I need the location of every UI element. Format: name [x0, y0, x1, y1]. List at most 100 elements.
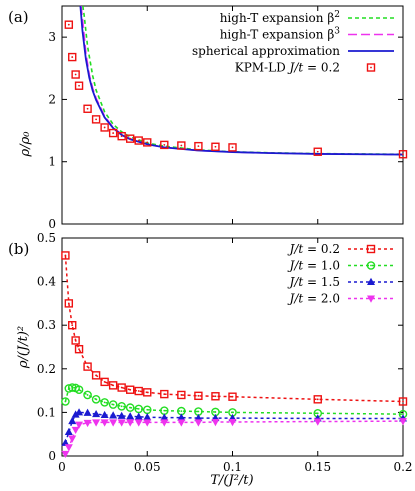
- b-ytick-label: 0.3: [37, 318, 56, 332]
- panel-a-label: (a): [8, 8, 29, 26]
- data-point-magenta: [61, 450, 70, 459]
- data-point-green-dot: [180, 410, 183, 412]
- data-point-red: [64, 299, 74, 308]
- data-point-kpm: [91, 115, 101, 124]
- legend-b-marker: [367, 277, 375, 285]
- data-point-green: [61, 397, 70, 406]
- b-ytick-label: 0: [48, 449, 56, 463]
- data-point-red: [68, 321, 77, 330]
- data-point-green-dot: [197, 410, 200, 413]
- data-point-blue: [71, 410, 80, 418]
- a-ytick-label: 3: [48, 30, 56, 44]
- data-point-green: [91, 395, 101, 404]
- data-point-kpm: [83, 104, 92, 113]
- legend-a-0-text: high-T expansion β2: [220, 10, 340, 25]
- panel-a: (a) ρ/ρ₀ 0 1 2 3 high-T expansion β2 high-T …: [8, 5, 408, 231]
- data-point-blue: [194, 413, 203, 422]
- data-point-red-dot: [316, 398, 319, 401]
- data-point-kpm-dot: [137, 139, 140, 142]
- data-point-kpm-dot: [316, 150, 319, 153]
- data-point-green: [134, 404, 144, 414]
- data-point-kpm: [313, 147, 322, 156]
- data-point-green-dot: [137, 408, 140, 410]
- data-point-red: [398, 397, 408, 406]
- b-xtick-label: 0.2: [393, 460, 412, 474]
- data-point-red: [211, 392, 220, 401]
- data-point-kpm: [100, 123, 109, 132]
- data-point-red: [108, 381, 118, 390]
- data-point-red: [125, 385, 135, 394]
- data-point-red-dot: [137, 390, 140, 392]
- data-point-magenta: [92, 419, 101, 427]
- data-point-blue: [92, 409, 101, 418]
- data-point-magenta: [399, 418, 407, 426]
- data-point-kpm-dot: [163, 143, 166, 146]
- data-point-magenta: [143, 419, 152, 427]
- data-point-green: [83, 390, 92, 400]
- legend-a-marker: [366, 63, 376, 72]
- data-point-red: [91, 371, 101, 380]
- data-point-green-dot: [163, 409, 166, 412]
- data-point-green-dot: [214, 411, 217, 413]
- data-point-kpm-dot: [67, 23, 70, 26]
- data-point-red: [83, 362, 92, 371]
- data-point-green: [100, 398, 109, 407]
- data-point-kpm: [125, 134, 135, 143]
- data-point-red: [100, 377, 109, 387]
- panel-b-ylabel: ρ/(J/t)²: [16, 326, 31, 369]
- data-point-red-dot: [86, 365, 89, 368]
- data-point-blue: [75, 408, 84, 416]
- b-xtick-label: 0.15: [304, 460, 331, 474]
- data-point-blue: [126, 412, 135, 420]
- data-point-kpm-dot: [231, 146, 234, 149]
- data-point-red-dot: [78, 348, 80, 351]
- data-point-kpm-dot: [74, 73, 77, 76]
- legend-b-3-text: J/t = 2.0: [287, 292, 340, 306]
- data-point-magenta: [71, 426, 80, 435]
- legend-a-1-text: high-T expansion β3: [220, 27, 341, 42]
- data-point-kpm-dot: [214, 145, 217, 148]
- data-point-red-dot: [112, 384, 115, 387]
- data-point-blue: [61, 438, 70, 446]
- data-point-blue: [68, 416, 77, 425]
- data-point-kpm-dot: [129, 137, 132, 140]
- data-point-magenta: [83, 419, 92, 428]
- data-point-blue: [160, 413, 169, 421]
- data-point-red-dot: [64, 254, 67, 257]
- data-point-green: [74, 385, 84, 395]
- legend-b-marker: [367, 295, 375, 303]
- data-point-red: [71, 336, 80, 345]
- data-point-red-dot: [129, 388, 132, 391]
- data-point-blue: [177, 413, 186, 421]
- data-point-green-dot: [103, 401, 106, 404]
- data-point-green-dot: [64, 400, 67, 403]
- data-point-red: [134, 386, 143, 396]
- data-point-green-dot: [231, 411, 234, 414]
- data-point-kpm: [160, 140, 169, 150]
- data-point-green: [117, 401, 126, 411]
- x-axis-label: T/(J²/t): [210, 473, 253, 488]
- panel-a-ylabel: ρ/ρ₀: [18, 131, 33, 158]
- data-point-kpm: [134, 136, 143, 145]
- data-point-red-dot: [103, 380, 106, 383]
- data-point-red-dot: [231, 395, 234, 398]
- data-point-green: [108, 400, 118, 409]
- data-point-blue: [83, 408, 92, 416]
- data-point-red-dot: [120, 386, 123, 389]
- data-point-red: [74, 344, 84, 354]
- legend-b-2-text: J/t = 1.5: [287, 275, 340, 289]
- data-point-red-dot: [180, 394, 183, 396]
- b-xtick-label: 0.05: [134, 460, 161, 474]
- data-point-red: [61, 251, 70, 260]
- data-point-kpm-dot: [180, 144, 183, 147]
- data-point-red: [194, 391, 203, 401]
- data-point-red: [117, 383, 126, 392]
- data-point-blue: [64, 427, 73, 436]
- data-point-kpm: [68, 52, 77, 62]
- a-ytick-label: 0: [48, 217, 56, 231]
- data-point-red: [160, 389, 169, 399]
- data-point-blue: [109, 411, 118, 419]
- data-point-green-dot: [86, 394, 89, 396]
- data-point-green-dot: [78, 388, 80, 391]
- data-point-blue: [134, 412, 143, 420]
